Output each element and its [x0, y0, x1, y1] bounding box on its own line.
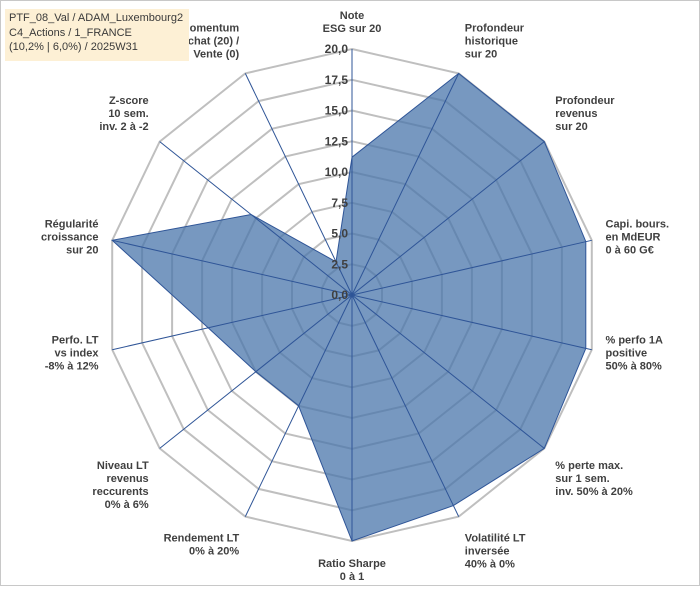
spoke-13 — [244, 73, 353, 296]
tick-label-3: 7,5 — [331, 196, 348, 210]
axis-label-1-line-2: sur 20 — [465, 49, 497, 61]
axis-label-2-line-2: sur 20 — [555, 121, 587, 133]
spoke-11 — [112, 239, 353, 296]
axis-label-6-line-1: inversée — [465, 545, 510, 557]
axis-label-5-line-2: inv. 50% à 20% — [555, 486, 633, 498]
axis-label-7-line-0: Ratio Sharpe — [318, 558, 386, 570]
tick-label-2: 5,0 — [331, 227, 348, 241]
spoke-12 — [159, 141, 353, 296]
axis-label-4-line-1: positive — [606, 347, 648, 359]
axis-label-3-line-2: 0 à 60 G€ — [606, 245, 654, 257]
axis-label-9-line-2: reccurents — [92, 486, 148, 498]
axis-label-12-line-0: Z-score — [109, 95, 149, 107]
axis-label-1-line-1: historique — [465, 36, 518, 48]
info-stats-line: (10,2% | 6,0%) / 2025W31 — [9, 41, 138, 53]
tick-label-4: 10,0 — [325, 165, 349, 179]
axis-label-12-line-2: inv. 2 à -2 — [99, 121, 148, 133]
axis-label-13-line-2: Vente (0) — [193, 49, 239, 61]
spoke-8 — [244, 294, 353, 517]
axis-label-10-line-1: vs index — [54, 347, 99, 359]
spoke-1 — [351, 73, 460, 296]
axis-label-4-line-2: 50% à 80% — [606, 360, 662, 372]
info-category-line: C4_Actions / 1_FRANCE — [9, 26, 132, 39]
spoke-3 — [351, 239, 592, 296]
axis-label-1-line-0: Profondeur — [465, 23, 525, 35]
axis-label-9-line-3: 0% à 6% — [105, 499, 149, 511]
axis-label-8-line-0: Rendement LT — [164, 532, 240, 544]
axis-label-8-line-1: 0% à 20% — [189, 545, 239, 557]
axis-label-5-line-1: sur 1 sem. — [555, 473, 609, 485]
spoke-9 — [159, 294, 353, 449]
axis-label-10-line-0: Perfo. LT — [52, 334, 99, 346]
spoke-6 — [351, 294, 460, 517]
axis-label-13-line-1: Achat (20) / — [180, 36, 239, 48]
axis-label-0-line-1: ESG sur 20 — [323, 23, 382, 35]
axis-label-6-line-0: Volatilité LT — [465, 532, 526, 544]
axis-label-5-line-0: % perte max. — [555, 460, 623, 472]
axis-label-9-line-0: Niveau LT — [97, 460, 149, 472]
axis-label-11-line-1: croissance — [41, 232, 98, 244]
chart-info-box: PTF_08_Val / ADAM_Luxembourg2 C4_Actions… — [5, 9, 189, 61]
axis-label-0-line-0: Note — [340, 10, 364, 22]
axis-label-3-line-0: Capi. bours. — [606, 219, 670, 231]
axis-label-13-line-0: Momentum — [181, 23, 240, 35]
axis-label-9-line-1: revenus — [106, 473, 148, 485]
axis-label-12-line-1: 10 sem. — [108, 108, 148, 120]
axis-label-7-line-1: 0 à 1 — [340, 571, 364, 583]
axis-label-11-line-2: sur 20 — [66, 245, 98, 257]
axis-label-11-line-0: Régularité — [45, 219, 99, 231]
spoke-2 — [351, 141, 545, 296]
spoke-5 — [351, 294, 545, 449]
spoke-4 — [351, 294, 592, 351]
tick-label-5: 12,5 — [325, 134, 349, 148]
axis-label-6-line-2: 40% à 0% — [465, 558, 515, 570]
tick-label-7: 17,5 — [325, 73, 349, 87]
tick-label-1: 2,5 — [331, 257, 348, 271]
axis-label-2-line-0: Profondeur — [555, 95, 615, 107]
axis-label-2-line-1: revenus — [555, 108, 597, 120]
axis-label-10-line-2: -8% à 12% — [45, 360, 99, 372]
tick-label-0: 0,0 — [331, 288, 348, 302]
tick-label-6: 15,0 — [325, 104, 349, 118]
axis-label-3-line-1: en MdEUR — [606, 232, 661, 244]
spoke-10 — [112, 294, 353, 351]
info-portfolio-line: PTF_08_Val / ADAM_Luxembourg2 — [9, 12, 184, 24]
axis-label-4-line-0: % perfo 1A — [606, 334, 664, 346]
tick-label-8: 20,0 — [325, 42, 349, 56]
